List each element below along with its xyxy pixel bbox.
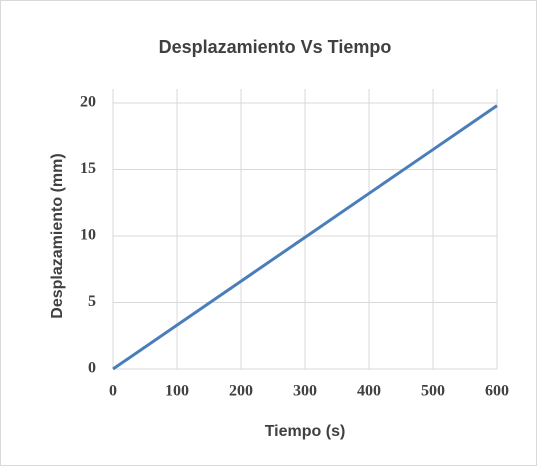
x-tick-label: 0 (109, 383, 117, 400)
x-tick-label: 200 (229, 383, 253, 400)
x-tick-label: 500 (421, 383, 445, 400)
y-tick-label: 0 (88, 360, 96, 377)
chart-title: Desplazamiento Vs Tiempo (159, 37, 392, 57)
x-tick-label: 600 (485, 383, 509, 400)
y-tick-label: 15 (80, 160, 96, 177)
y-tick-label: 5 (88, 293, 96, 310)
y-tick-label: 10 (80, 227, 96, 244)
x-axis-label: Tiempo (s) (265, 423, 346, 440)
x-tick-label: 400 (357, 383, 381, 400)
y-axis-label: Desplazamiento (mm) (49, 153, 66, 318)
x-tick-label: 300 (293, 383, 317, 400)
x-tick-label: 100 (165, 383, 189, 400)
data-line (112, 104, 498, 371)
y-tick-label: 20 (80, 94, 96, 111)
